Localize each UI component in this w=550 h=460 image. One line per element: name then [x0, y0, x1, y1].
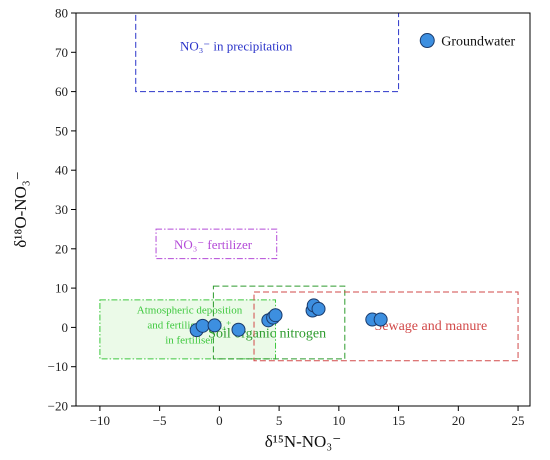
x-tick-label: −10	[90, 413, 110, 428]
y-tick-label: 20	[55, 241, 68, 256]
x-tick-label: −5	[153, 413, 167, 428]
x-tick-label: 15	[392, 413, 405, 428]
y-tick-label: 70	[55, 45, 68, 60]
source-region-label: Soil organic nitrogen	[208, 327, 326, 342]
y-tick-label: 10	[55, 281, 68, 296]
y-tick-label: 50	[55, 123, 68, 138]
y-tick-label: 40	[55, 163, 68, 178]
groundwater-points	[189, 298, 388, 338]
x-tick-label: 25	[512, 413, 525, 428]
y-axis-title: δ¹⁸O-NO₃⁻	[11, 171, 30, 247]
y-tick-label: 60	[55, 84, 68, 99]
x-tick-label: 10	[332, 413, 345, 428]
source-region-box	[155, 228, 278, 260]
source-region-label: NO₃⁻ fertilizer	[174, 237, 253, 252]
y-tick-label: −20	[48, 399, 68, 414]
groundwater-point	[373, 312, 388, 327]
x-tick-label: 0	[216, 413, 223, 428]
x-tick-label: 5	[276, 413, 283, 428]
y-tick-label: 30	[55, 202, 68, 217]
groundwater-point	[268, 308, 283, 323]
y-axis-ticks: −20 −10 0 10 20 30 40 50 60 70 80	[48, 6, 76, 414]
y-tick-label: −10	[48, 359, 68, 374]
y-tick-label: 80	[55, 6, 68, 21]
groundwater-point	[311, 301, 326, 316]
groundwater-point	[207, 318, 222, 333]
x-tick-label: 20	[452, 413, 465, 428]
legend-marker-icon	[419, 33, 435, 49]
x-axis-title: δ¹⁵N-NO₃⁻	[265, 432, 341, 451]
legend-label: Groundwater	[441, 35, 515, 50]
source-region-label: in fertiliser	[165, 334, 214, 346]
y-tick-label: 0	[62, 320, 69, 335]
groundwater-point	[195, 318, 210, 333]
x-axis-ticks: −10 −5 0 5 10 15 20 25	[90, 406, 525, 428]
source-region-box	[99, 299, 277, 360]
legend: Groundwater	[419, 33, 515, 50]
source-region-box	[253, 291, 519, 362]
source-region-label: NO₃⁻ in precipitation	[180, 38, 293, 53]
groundwater-point	[231, 322, 246, 337]
source-region-label: Atmospheric deposition	[137, 304, 243, 316]
source-region-label: Sewage and manure	[374, 319, 487, 334]
